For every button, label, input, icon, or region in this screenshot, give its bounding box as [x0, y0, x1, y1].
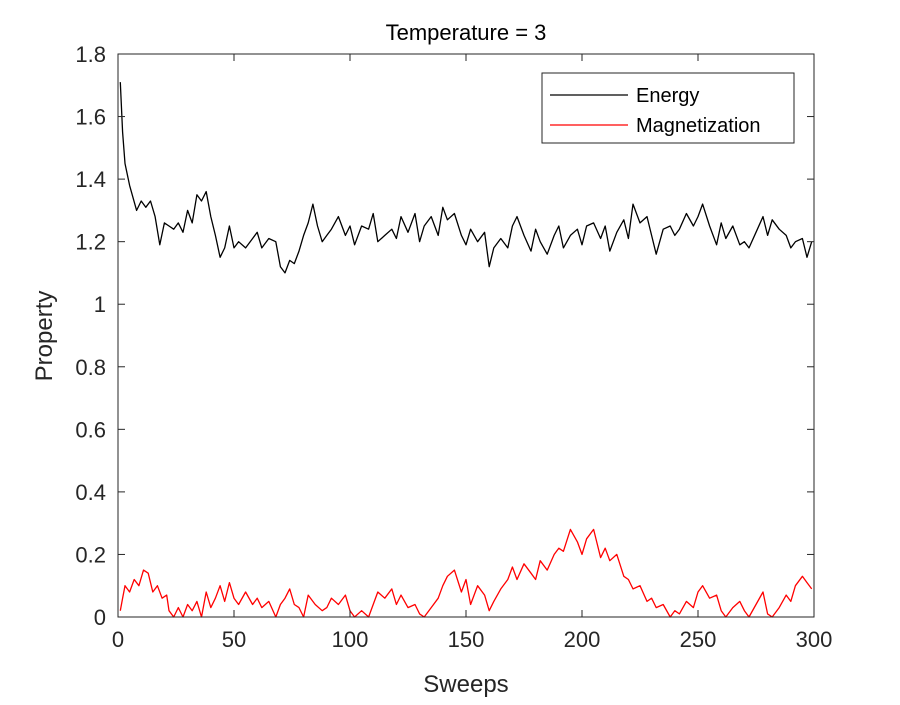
y-tick-label: 1.6: [75, 105, 106, 130]
y-tick-label: 1.8: [75, 42, 106, 67]
y-tick-label: 0: [94, 605, 106, 630]
y-tick-label: 0.8: [75, 355, 106, 380]
x-tick-label: 150: [448, 627, 485, 652]
y-tick-label: 0.6: [75, 417, 106, 442]
legend: Energy Magnetization: [541, 72, 795, 144]
x-tick-label: 100: [332, 627, 369, 652]
y-axis-label: Property: [31, 291, 58, 382]
x-tick-label: 300: [796, 627, 833, 652]
legend-box: [541, 72, 795, 144]
y-tick-label: 0.2: [75, 542, 106, 567]
y-tick-label: 0.4: [75, 480, 106, 505]
legend-label-energy: Energy: [636, 85, 699, 107]
x-tick-label: 50: [222, 627, 246, 652]
x-axis-label: Sweeps: [423, 671, 508, 698]
series-line-energy: [119, 82, 813, 274]
y-tick-label: 1.2: [75, 230, 106, 255]
y-tick-label: 1: [94, 292, 106, 317]
axes-layer: 0 50 100 150 200 250 300 0 0.2 0.4 0.6 0.8 1 1.2 1.4 1.…: [75, 42, 832, 652]
series-layer: [119, 82, 813, 618]
legend-label-magnetization: Magnetization: [636, 115, 761, 137]
x-tick-label: 250: [680, 627, 717, 652]
y-tick-label: 1.4: [75, 167, 106, 192]
chart-title: Temperature = 3: [386, 20, 547, 45]
series-line-magnetization: [119, 528, 813, 618]
x-tick-label: 0: [112, 627, 124, 652]
x-tick-label: 200: [564, 627, 601, 652]
